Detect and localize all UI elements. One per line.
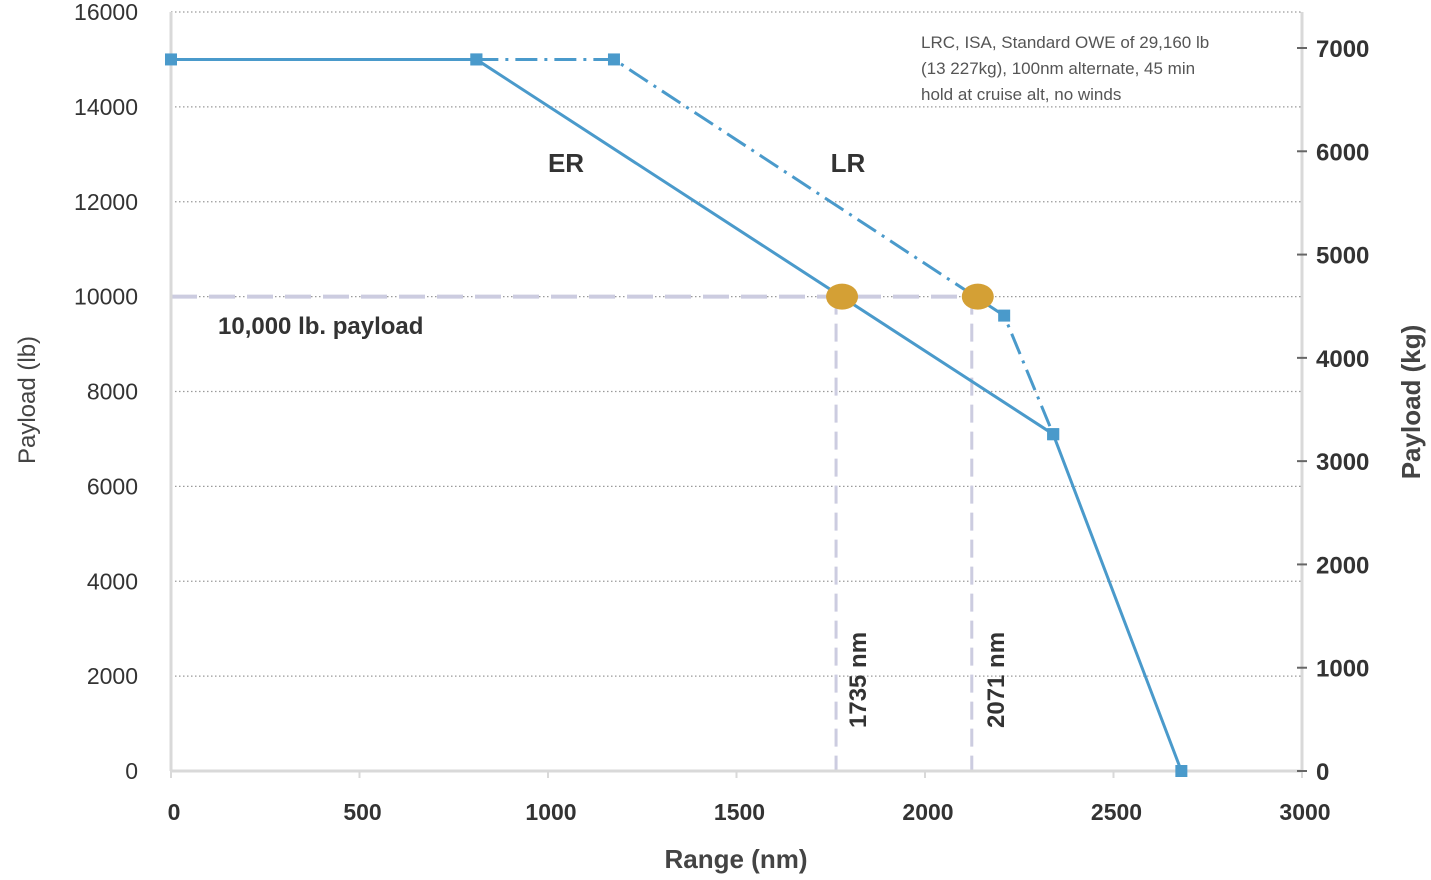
- series-point-er-3: [1175, 765, 1188, 777]
- chart-note-line-2: (13 227kg), 100nm alternate, 45 min: [921, 59, 1195, 78]
- intersection-marker-0: [826, 283, 859, 310]
- y-tick-label-0: 0: [125, 758, 138, 784]
- y2-tick-label-0: 0: [1316, 759, 1329, 786]
- x-tick-label-1500: 1500: [714, 799, 765, 825]
- marker-label-er: 1735 nm: [845, 632, 872, 728]
- y-tick-label-6000: 6000: [87, 473, 138, 499]
- y2-tick-label-3000: 3000: [1316, 449, 1369, 476]
- reference-line-label: 10,000 lb. payload: [218, 313, 423, 340]
- series-label-lr: LR: [831, 148, 866, 178]
- y2-tick-label-4000: 4000: [1316, 346, 1369, 373]
- series-line-lr: [476, 57, 1055, 435]
- x-axis-title: Range (nm): [665, 844, 808, 874]
- x-tick-label-0: 0: [168, 799, 181, 825]
- series-lines: [165, 53, 1188, 777]
- y-tick-label-12000: 12000: [74, 189, 138, 215]
- y2-tick-label-7000: 7000: [1316, 36, 1369, 63]
- series-point-lr-0: [470, 53, 483, 66]
- series-point-er-0: [165, 53, 177, 66]
- series-label-er: ER: [548, 148, 584, 178]
- y-tick-label-16000: 16000: [74, 0, 138, 25]
- series-point-lr-2: [998, 309, 1011, 322]
- chart-note-line-3: hold at cruise alt, no winds: [921, 85, 1121, 104]
- x-tick-label-500: 500: [343, 799, 381, 825]
- series-point-lr-3: [1047, 428, 1060, 441]
- y2-tick-label-1000: 1000: [1316, 656, 1369, 683]
- x-tick-label-1000: 1000: [525, 799, 576, 825]
- series-line-er: [171, 57, 1183, 772]
- intersection-marker-1: [961, 283, 994, 310]
- y2-tick-label-2000: 2000: [1316, 552, 1369, 579]
- y-axis-title: Payload (lb): [14, 336, 41, 464]
- marker-label-lr: 2071 nm: [983, 632, 1010, 728]
- gridlines: [171, 11, 1302, 677]
- x-tick-label-2000: 2000: [902, 799, 953, 825]
- x-tick-label-2500: 2500: [1091, 799, 1142, 825]
- y-tick-label-4000: 4000: [87, 568, 138, 594]
- y2-tick-label-5000: 5000: [1316, 243, 1369, 270]
- y2-axis-title: Payload (kg): [1396, 325, 1426, 480]
- y-tick-label-8000: 8000: [87, 379, 138, 405]
- marker-dots: [826, 283, 994, 310]
- y2-tick-label-6000: 6000: [1316, 139, 1369, 166]
- chart-note-line-1: LRC, ISA, Standard OWE of 29,160 lb: [921, 33, 1209, 52]
- y-tick-label-10000: 10000: [74, 284, 138, 310]
- series-point-lr-1: [607, 53, 620, 66]
- reference-lines: [171, 294, 978, 771]
- y-tick-label-14000: 14000: [74, 94, 138, 120]
- x-tick-label-3000: 3000: [1279, 799, 1330, 825]
- y-tick-label-2000: 2000: [87, 663, 138, 689]
- labels: Range (nm) Payload (lb) Payload (kg) ER …: [14, 33, 1426, 874]
